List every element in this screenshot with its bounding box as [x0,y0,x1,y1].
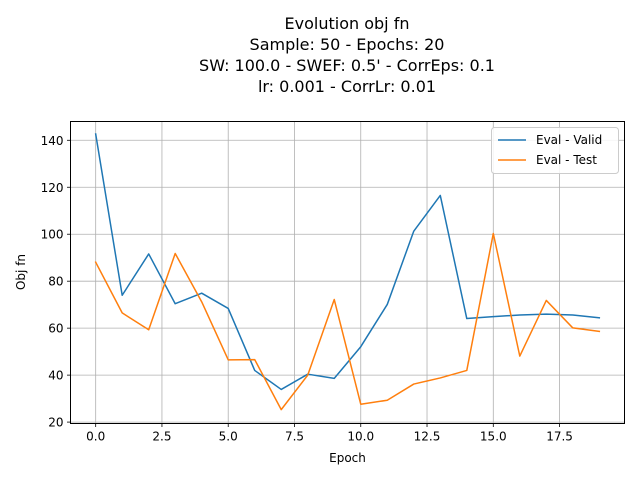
x-tick-label: 12.5 [414,430,441,444]
y-tick-label: 100 [41,228,64,242]
plot-series [94,133,601,411]
x-axis-label: Epoch [329,451,366,465]
title-line-2: Sample: 50 - Epochs: 20 [250,35,445,54]
y-axis-label: Obj fn [14,254,28,290]
x-axis-ticks: 0.0 2.5 5.0 7.5 10.0 12.5 15.0 17.5 [86,423,573,444]
legend: Eval - Valid Eval - Test [491,127,619,174]
series-line-eval-test [94,232,601,411]
x-tick-label: 15.0 [480,430,507,444]
y-tick-label: 80 [48,275,63,289]
legend-box [491,127,619,174]
title-line-3: SW: 100.0 - SWEF: 0.5' - CorrEps: 0.1 [199,56,495,75]
title-line-1: Evolution obj fn [285,14,410,33]
x-tick-label: 0.0 [86,430,105,444]
chart-title: Evolution obj fn Sample: 50 - Epochs: 20… [199,14,495,96]
legend-label-eval-test: Eval - Test [536,153,597,167]
y-axis-ticks: 20 40 60 80 100 120 140 [41,134,71,430]
x-tick-label: 7.5 [285,430,304,444]
y-tick-label: 20 [48,416,63,430]
series-line-eval-valid [94,133,601,391]
y-tick-label: 60 [48,322,63,336]
title-line-4: lr: 0.001 - CorrLr: 0.01 [258,77,436,96]
y-tick-label: 120 [41,181,64,195]
y-tick-label: 40 [48,369,63,383]
x-tick-label: 5.0 [219,430,238,444]
y-tick-label: 140 [41,134,64,148]
legend-label-eval-valid: Eval - Valid [536,133,602,147]
x-tick-label: 10.0 [347,430,374,444]
x-tick-label: 17.5 [546,430,573,444]
plot-frame [70,121,625,424]
x-tick-label: 2.5 [152,430,171,444]
